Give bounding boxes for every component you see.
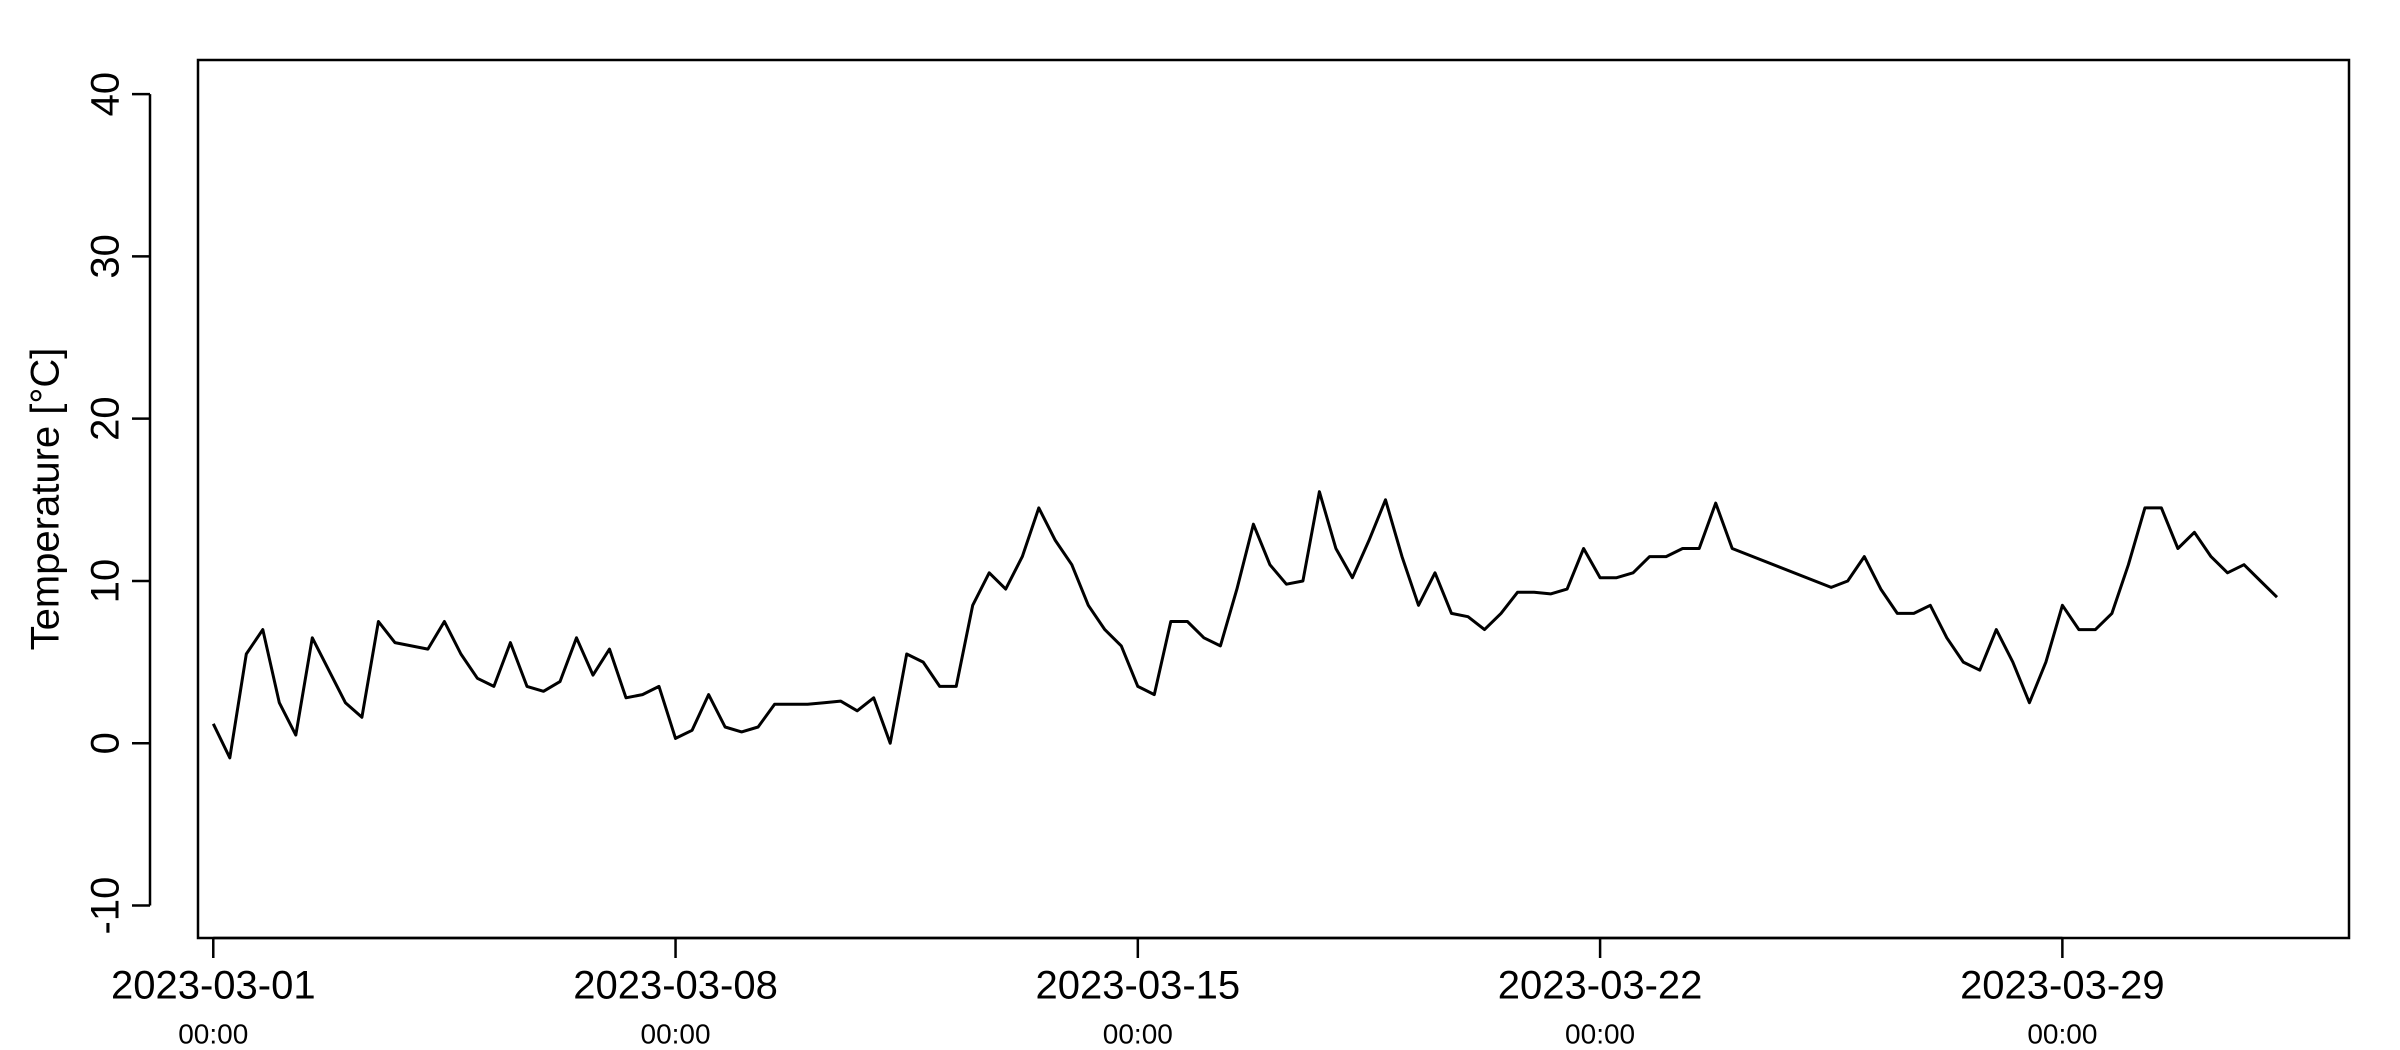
x-tick-label: 2023-03-15 (1036, 964, 1241, 1008)
x-tick-label: 2023-03-01 (111, 964, 316, 1008)
y-axis-label: Temperature [°C] (24, 348, 68, 651)
y-tick-label: 10 (84, 559, 128, 604)
y-tick-label: -10 (84, 877, 128, 935)
x-tick-time: 00:00 (178, 1018, 248, 1049)
x-tick-time: 00:00 (1103, 1018, 1173, 1049)
x-tick-label: 2023-03-22 (1498, 964, 1703, 1008)
x-tick-label: 2023-03-29 (1960, 964, 2165, 1008)
x-tick-time: 00:00 (641, 1018, 711, 1049)
x-tick-label: 2023-03-08 (573, 964, 778, 1008)
x-tick-time: 00:00 (1565, 1018, 1635, 1049)
y-tick-label: 20 (84, 396, 128, 441)
y-tick-label: 30 (84, 234, 128, 279)
y-tick-label: 0 (84, 732, 128, 754)
plot-frame (196, 58, 2351, 940)
temperature-line (211, 490, 2279, 760)
x-tick-time: 00:00 (2027, 1018, 2097, 1049)
y-tick-label: 40 (84, 72, 128, 117)
